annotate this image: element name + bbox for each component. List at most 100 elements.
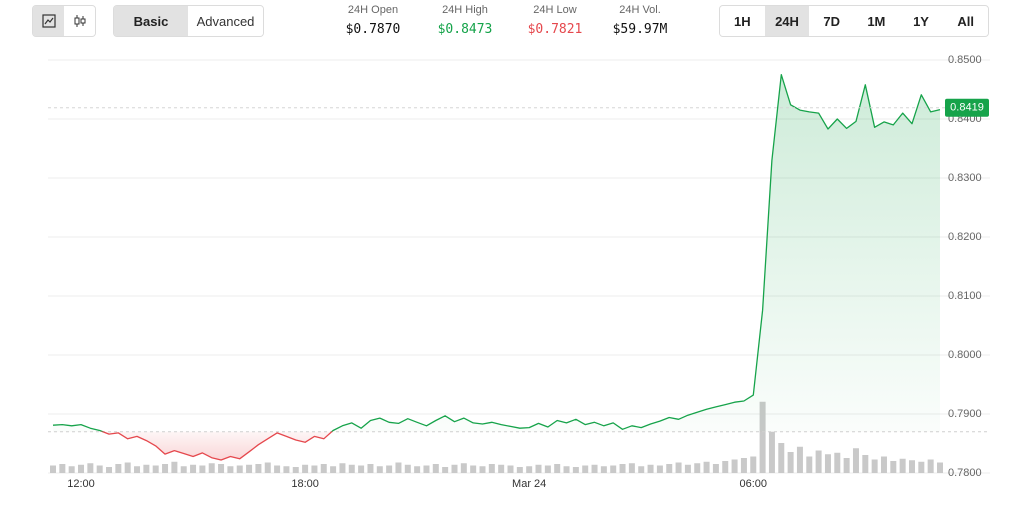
volume-bar [87,463,94,473]
view-button[interactable]: Advanced [188,6,263,36]
volume-bar [50,465,56,473]
view-toggle: Basic Advanced [113,5,264,37]
volume-bar [843,458,850,473]
volume-bar [731,459,738,473]
volume-bar [227,466,234,473]
volume-bar [236,465,243,473]
volume-bar [908,460,915,473]
volume-bar [675,462,682,473]
y-tick-label: 0.8400 [948,113,982,125]
period-button[interactable]: 24H [764,6,810,36]
period-button[interactable]: 1H [720,6,765,36]
chart-style-toggle [32,5,96,37]
volume-bar [246,464,253,473]
price-line [52,74,941,461]
volume-bar [152,465,159,473]
volume-bar [358,465,365,473]
price-area [53,74,940,460]
view-button[interactable]: Basic [114,6,188,36]
candle-icon [74,15,85,27]
period-button[interactable]: All [943,6,988,36]
period-button[interactable]: 1Y [898,6,944,36]
volume-bar [367,464,374,473]
x-tick-label: Mar 24 [512,478,546,490]
volume-bar [68,466,75,473]
volume-bar [143,464,150,473]
volume-bar [255,464,262,473]
volume-bar [647,464,654,473]
volume-bar [862,455,869,473]
volume-bar [432,464,439,473]
volume-bar [507,465,514,473]
volume-bar [694,463,701,473]
volume-bar [199,465,206,473]
volume-bar [302,464,309,473]
stat: 24H High $0.8473 [415,4,515,37]
volume-bar [610,465,617,473]
volume-bar [339,463,346,473]
stat-value: $0.7821 [527,22,583,37]
stat-value: $0.8473 [437,22,493,37]
volume-bar [124,462,131,473]
volume-bar [544,465,551,473]
volume-bar [264,462,271,473]
volume-bar [927,459,934,473]
volume-bar [414,466,421,473]
volume-bar [330,466,337,473]
volume-bar [274,465,281,473]
volume-bar [134,466,141,473]
stat: 24H Vol. $59.97M [590,4,690,37]
volume-bar [106,467,113,473]
y-tick-label: 0.7800 [948,467,982,479]
period-selector: 1H 24H 7D 1M 1Y All [719,5,989,37]
volume-bar [918,461,925,473]
volume-bar [600,466,607,473]
candle-icon-button[interactable] [64,6,95,36]
volume-bar [423,465,430,473]
volume-bar [78,464,85,473]
volume-bar [460,463,467,473]
volume-bar [759,401,766,473]
line-icon-button[interactable] [33,6,64,36]
stat-label: 24H Vol. [619,4,661,16]
volume-bar [656,465,663,473]
volume-bar [937,462,943,473]
volume-bar [750,456,757,473]
volume-bar [815,450,822,473]
stat: 24H Open $0.7870 [323,4,423,37]
volume-bar [666,464,673,473]
volume-bar [806,456,813,473]
volume-bar [311,465,318,473]
volume-bar [96,465,103,473]
volume-bar [684,464,691,473]
volume-bar [638,466,645,473]
volume-bar [162,464,169,473]
volume-bar [180,466,187,473]
stat-label: 24H Low [533,4,577,16]
volume-bar [628,463,635,473]
x-tick-label: 12:00 [67,478,95,490]
volume-bar [796,446,803,473]
volume-bar [488,464,495,473]
volume-bar [218,464,225,473]
x-tick-label: 18:00 [291,478,319,490]
volume-bar [572,467,579,473]
period-button[interactable]: 7D [809,6,855,36]
volume-bar [890,461,897,473]
volume-bar [516,467,523,473]
volume-bar [619,464,626,473]
y-tick-label: 0.7900 [948,408,982,420]
volume-bar [208,463,215,473]
volume-bar [787,452,794,473]
volume-bar [591,464,598,473]
volume-bar [498,464,505,473]
volume-bar [190,464,197,473]
volume-bar [442,467,449,473]
y-tick-label: 0.8200 [948,231,982,243]
volume-bar [470,465,477,473]
y-tick-label: 0.8100 [948,290,982,302]
x-tick-label: 06:00 [739,478,767,490]
y-tick-label: 0.8500 [948,54,982,66]
period-button[interactable]: 1M [854,6,899,36]
